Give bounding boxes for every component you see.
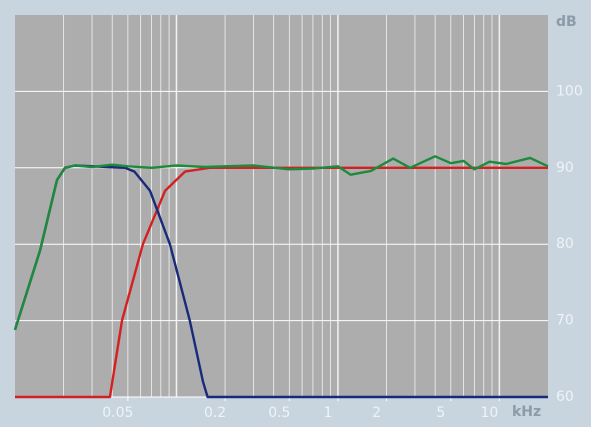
plot-area — [15, 15, 548, 397]
x-tick-label: 2 — [372, 405, 381, 421]
x-tick-label: 1 — [323, 405, 332, 421]
x-tick-label: 5 — [436, 405, 445, 421]
y-tick-label: 60 — [556, 389, 574, 405]
x-tick-label: 0.05 — [102, 405, 133, 421]
x-axis-label: kHz — [512, 404, 541, 420]
series-line — [15, 166, 548, 399]
y-tick-label: 90 — [556, 160, 574, 176]
y-axis-label: dB — [556, 14, 577, 30]
y-tick-label: 70 — [556, 313, 574, 329]
x-tick-label: 10 — [480, 405, 498, 421]
x-tick-label: 0.2 — [204, 405, 226, 421]
x-tick-label: 0.5 — [268, 405, 290, 421]
y-tick-label: 100 — [556, 83, 583, 99]
series-line — [13, 155, 549, 331]
y-tick-label: 80 — [556, 236, 574, 252]
